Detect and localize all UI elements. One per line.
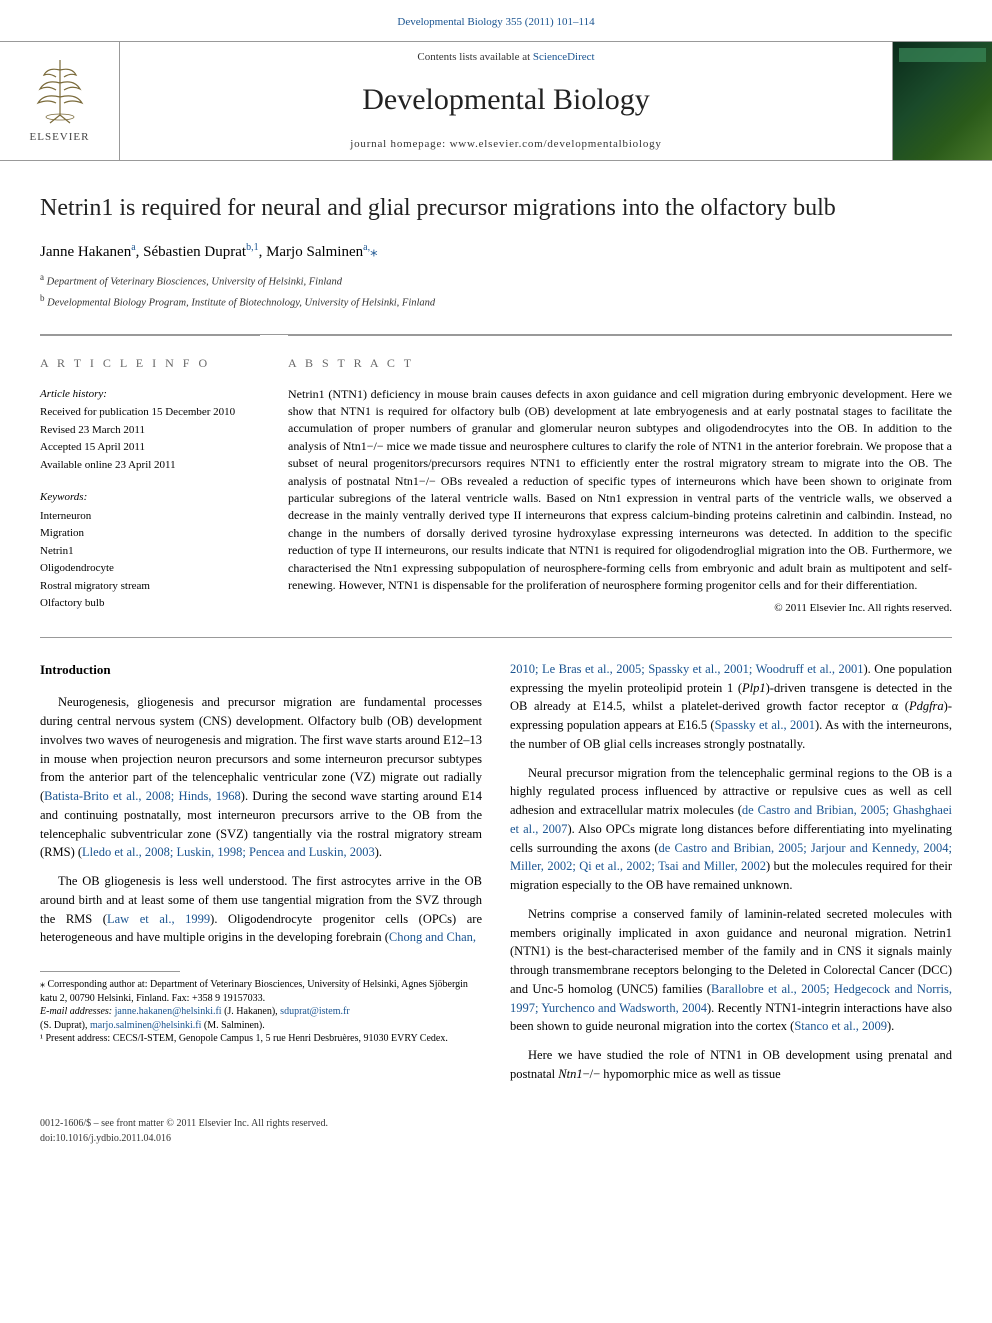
corresponding-star-icon: ⁎: [370, 244, 378, 260]
article-info-block: A R T I C L E I N F O Article history: R…: [40, 335, 260, 617]
keyword: Oligodendrocyte: [40, 560, 260, 577]
keyword: Migration: [40, 525, 260, 542]
journal-homepage-line: journal homepage: www.elsevier.com/devel…: [136, 136, 876, 153]
body-two-column: Introduction Neurogenesis, gliogenesis a…: [0, 638, 992, 1094]
keyword: Netrin1: [40, 543, 260, 560]
homepage-label: journal homepage:: [350, 138, 449, 150]
author-2: Sébastien Duprat: [143, 244, 246, 260]
affiliation-a: Department of Veterinary Biosciences, Un…: [47, 277, 342, 288]
history-label: Article history:: [40, 386, 260, 403]
page-footer: 0012-1606/$ – see front matter © 2011 El…: [40, 1116, 952, 1146]
email-label: E-mail addresses:: [40, 1006, 115, 1017]
journal-citation-header: Developmental Biology 355 (2011) 101–114: [0, 0, 992, 41]
right-column: 2010; Le Bras et al., 2005; Spassky et a…: [510, 660, 952, 1094]
intro-para-5: Netrins comprise a conserved family of l…: [510, 905, 952, 1036]
received-line: Received for publication 15 December 201…: [40, 404, 260, 421]
left-column: Introduction Neurogenesis, gliogenesis a…: [40, 660, 482, 1094]
doi-line: doi:10.1016/j.ydbio.2011.04.016: [40, 1131, 952, 1146]
intro-para-2: The OB gliogenesis is less well understo…: [40, 872, 482, 947]
abstract-text: Netrin1 (NTN1) deficiency in mouse brain…: [288, 386, 952, 595]
keywords-label: Keywords:: [40, 489, 260, 506]
online-line: Available online 23 April 2011: [40, 457, 260, 474]
accepted-line: Accepted 15 April 2011: [40, 439, 260, 456]
email-link[interactable]: janne.hakanen@helsinki.fi: [115, 1006, 222, 1017]
sciencedirect-link[interactable]: ScienceDirect: [533, 51, 595, 63]
intro-para-6: Here we have studied the role of NTN1 in…: [510, 1046, 952, 1084]
author-1: Janne Hakanen: [40, 244, 131, 260]
elsevier-tree-icon: [30, 55, 90, 125]
revised-line: Revised 23 March 2011: [40, 422, 260, 439]
intro-para-1: Neurogenesis, gliogenesis and precursor …: [40, 693, 482, 862]
abstract-block: A B S T R A C T Netrin1 (NTN1) deficienc…: [288, 335, 952, 617]
intro-para-3: 2010; Le Bras et al., 2005; Spassky et a…: [510, 660, 952, 754]
citation-link[interactable]: 2010; Le Bras et al., 2005; Spassky et a…: [510, 662, 863, 676]
homepage-url[interactable]: www.elsevier.com/developmentalbiology: [450, 138, 662, 150]
journal-cover-thumbnail: [892, 42, 992, 160]
introduction-heading: Introduction: [40, 660, 482, 680]
header-center: Contents lists available at ScienceDirec…: [120, 41, 892, 161]
author-list: Janne Hakanena, Sébastien Dupratb,1, Mar…: [0, 240, 992, 272]
citation-link[interactable]: Law et al., 1999: [107, 912, 210, 926]
front-matter-line: 0012-1606/$ – see front matter © 2011 El…: [40, 1116, 952, 1131]
article-title: Netrin1 is required for neural and glial…: [0, 161, 992, 240]
affiliations: a Department of Veterinary Biosciences, …: [0, 271, 992, 326]
citation-link[interactable]: Stanco et al., 2009: [794, 1019, 887, 1033]
keyword: Rostral migratory stream: [40, 578, 260, 595]
article-info-heading: A R T I C L E I N F O: [40, 340, 260, 372]
email-link[interactable]: sduprat@istem.fr: [280, 1006, 349, 1017]
keyword: Interneuron: [40, 508, 260, 525]
intro-para-4: Neural precursor migration from the tele…: [510, 764, 952, 895]
email-link[interactable]: marjo.salminen@helsinki.fi: [90, 1020, 201, 1031]
author-1-aff: a: [131, 242, 135, 253]
footnote-divider: [40, 971, 180, 972]
affiliation-b: Developmental Biology Program, Institute…: [47, 298, 435, 309]
author-3: Marjo Salminen: [266, 244, 363, 260]
present-address-footnote: ¹ Present address: CECS/I-STEM, Genopole…: [40, 1032, 482, 1046]
abstract-copyright: © 2011 Elsevier Inc. All rights reserved…: [288, 600, 952, 617]
elsevier-logo: ELSEVIER: [0, 42, 120, 160]
journal-title: Developmental Biology: [136, 77, 876, 122]
citation-link[interactable]: Chong and Chan,: [389, 930, 476, 944]
email-footnote: E-mail addresses: janne.hakanen@helsinki…: [40, 1005, 482, 1019]
abstract-heading: A B S T R A C T: [288, 340, 952, 372]
keyword: Olfactory bulb: [40, 595, 260, 612]
citation-link[interactable]: Spassky et al., 2001: [715, 718, 815, 732]
corresponding-footnote: ⁎ Corresponding author at: Department of…: [40, 978, 482, 1005]
citation-link[interactable]: Batista-Brito et al., 2008; Hinds, 1968: [44, 789, 241, 803]
citation-link[interactable]: Lledo et al., 2008; Luskin, 1998; Pencea…: [82, 845, 375, 859]
journal-header-bar: ELSEVIER Contents lists available at Sci…: [0, 41, 992, 161]
email-footnote-2: (S. Duprat), marjo.salminen@helsinki.fi …: [40, 1019, 482, 1033]
contents-prefix: Contents lists available at: [417, 51, 532, 63]
elsevier-wordmark: ELSEVIER: [30, 129, 90, 146]
contents-lists-line: Contents lists available at ScienceDirec…: [136, 49, 876, 66]
author-2-aff: b,1: [246, 242, 259, 253]
